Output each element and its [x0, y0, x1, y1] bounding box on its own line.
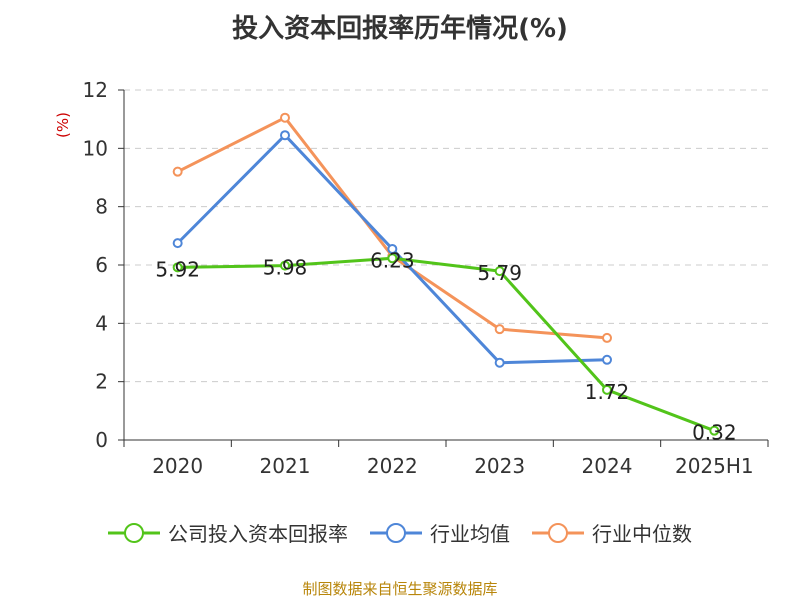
legend-marker [124, 522, 144, 543]
data-point [172, 262, 183, 273]
y-axis-label: (%) [54, 112, 72, 138]
data-label: 0.32 [692, 421, 737, 445]
series-line [177, 256, 715, 433]
data-label: 1.72 [585, 380, 630, 404]
data-point [602, 332, 612, 343]
chart-title: 投入资本回报率历年情况(%) [232, 14, 568, 44]
data-point [709, 425, 720, 436]
y-tick-label: 2 [95, 370, 108, 394]
x-tick-label: 2021 [260, 454, 311, 478]
data-point [280, 112, 290, 123]
legend-line-marker-icon [370, 522, 422, 543]
data-label-layer: 5.92 5.98 6.23 5.79 1.72 0.32 [155, 248, 736, 444]
legend-item[interactable]: 行业均值 [370, 518, 510, 547]
data-point [387, 253, 398, 264]
y-tick-label: 10 [83, 136, 108, 160]
series-line [176, 116, 608, 340]
data-label: 6.23 [370, 248, 415, 272]
grid-layer [124, 89, 768, 383]
x-tick-label: 2020 [152, 454, 203, 478]
data-label: 5.92 [155, 257, 200, 281]
legend-label: 公司投入资本回报率 [168, 522, 348, 546]
legend-line-marker-icon [108, 522, 160, 543]
data-point [172, 166, 183, 177]
axis-layer: 0 2 4 6 8 10 12 (%) 2020 2021 2022 2023 2024 2025H1 [54, 78, 769, 478]
x-tick-label: 2023 [474, 454, 525, 478]
x-tick-label: 2022 [367, 454, 418, 478]
x-tick-label: 2024 [582, 454, 633, 478]
x-tick-label: 2025H1 [675, 454, 754, 478]
data-point [494, 324, 505, 335]
data-point [387, 243, 398, 254]
data-point [602, 384, 612, 395]
legend-line-marker-icon [532, 522, 584, 543]
data-point [602, 354, 612, 365]
source-note: 制图数据来自恒生聚源数据库 [302, 580, 498, 598]
legend-item[interactable]: 行业中位数 [532, 518, 692, 547]
data-point [494, 357, 505, 368]
y-tick-label: 0 [95, 428, 108, 452]
data-point [280, 260, 290, 271]
y-tick-label: 4 [95, 311, 108, 335]
legend: 公司投入资本回报率 行业均值 行业中位数 [0, 518, 800, 547]
legend-label: 行业中位数 [592, 522, 692, 546]
data-label: 5.79 [477, 261, 522, 285]
data-point [280, 130, 290, 141]
y-tick-label: 6 [95, 253, 108, 277]
series-layer [172, 112, 720, 436]
y-tick-label: 8 [95, 195, 108, 219]
legend-marker [548, 522, 568, 543]
data-label: 5.98 [263, 256, 308, 280]
data-point [172, 238, 183, 249]
legend-item[interactable]: 公司投入资本回报率 [108, 518, 348, 547]
legend-marker [386, 522, 406, 543]
y-tick-label: 12 [83, 78, 108, 102]
data-point [494, 266, 505, 277]
legend-label: 行业均值 [430, 522, 510, 546]
